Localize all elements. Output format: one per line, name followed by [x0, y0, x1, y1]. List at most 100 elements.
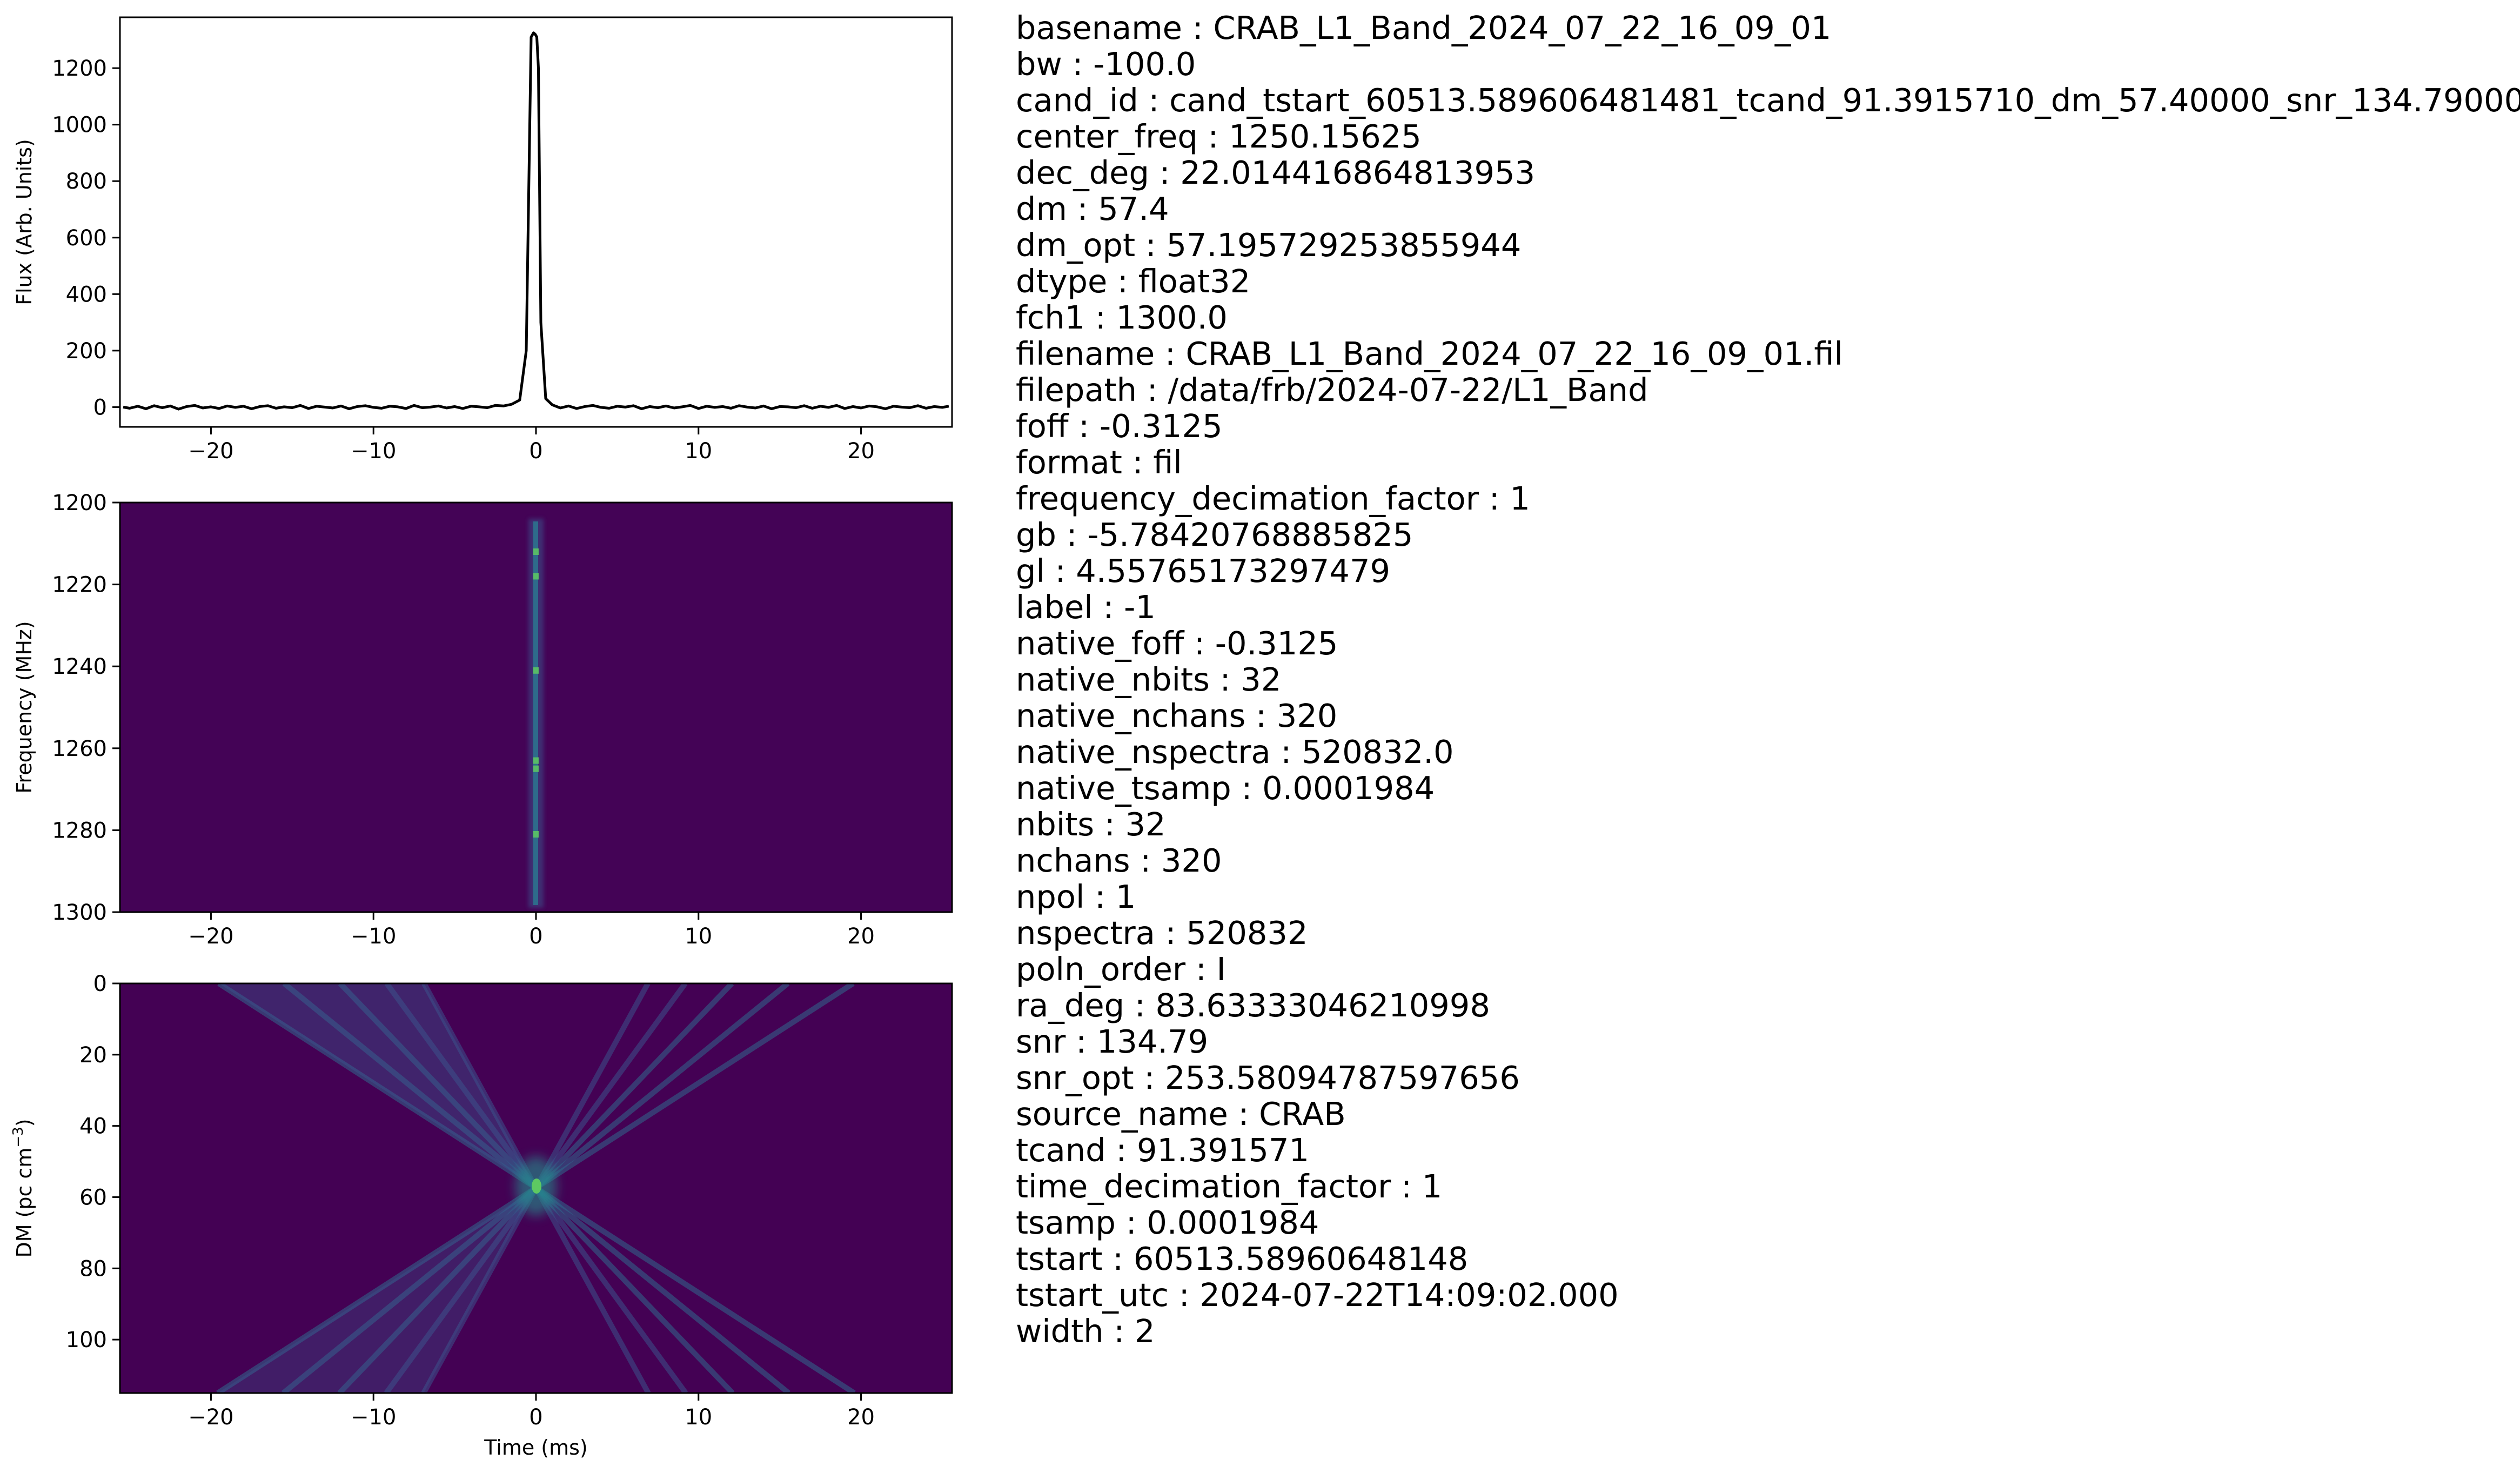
meta-line: tsamp : 0.0001984: [1016, 1204, 1319, 1241]
y-tick-label: 1280: [52, 818, 107, 843]
y-tick-label: 1200: [52, 56, 107, 81]
x-tick-label: −20: [188, 924, 233, 949]
waterfall-hotspot: [533, 548, 539, 555]
meta-line: native_foff : -0.3125: [1016, 625, 1338, 662]
meta-line: native_nbits : 32: [1016, 661, 1282, 698]
y-tick-label: 400: [66, 282, 107, 307]
x-tick-label: 0: [529, 1405, 542, 1430]
candidate-metadata: basename : CRAB_L1_Band_2024_07_22_16_09…: [1016, 9, 2520, 1350]
waterfall-hotspots: [533, 548, 539, 838]
y-tick-label: 600: [66, 226, 107, 251]
meta-line: dm_opt : 57.195729253855944: [1016, 226, 1522, 264]
x-tick-label: 20: [847, 924, 875, 949]
profile-series-line: [123, 31, 949, 411]
waterfall-hotspot: [533, 667, 539, 674]
x-tick-label: 10: [685, 1405, 712, 1430]
meta-line: format : fil: [1016, 444, 1182, 481]
waterfall-signal: [120, 503, 952, 912]
y-tick-label: 80: [79, 1256, 107, 1281]
meta-line: dm : 57.4: [1016, 190, 1169, 227]
x-tick-label: −10: [351, 439, 396, 464]
y-tick-label: 0: [93, 972, 107, 996]
y-tick-label: 20: [79, 1043, 107, 1068]
y-tick-label: 1220: [52, 573, 107, 598]
meta-line: cand_id : cand_tstart_60513.589606481481…: [1016, 82, 2520, 119]
meta-line: dec_deg : 22.014416864813953: [1016, 154, 1536, 191]
candidate-figure: −20 −10 0 10 20 0 200 400 600 800 1000 1200 Flux (…: [0, 0, 962, 1471]
meta-line: snr : 134.79: [1016, 1023, 1209, 1060]
x-tick-label: −10: [351, 924, 396, 949]
meta-line: label : -1: [1016, 588, 1156, 626]
waterfall-y-ticks: 1200 1220 1240 1260 1280 1300: [52, 491, 120, 925]
meta-line: basename : CRAB_L1_Band_2024_07_22_16_09…: [1016, 9, 1832, 46]
meta-line: poln_order : I: [1016, 950, 1226, 988]
x-tick-label: −20: [188, 439, 233, 464]
dmtime-y-axis-label-close: ): [12, 1119, 36, 1127]
y-tick-label: 1200: [52, 491, 107, 515]
meta-line: filename : CRAB_L1_Band_2024_07_22_16_09…: [1016, 335, 1843, 372]
bowtie-upper-fan-faint: [218, 983, 536, 1188]
waterfall-hotspot: [533, 831, 539, 838]
meta-line: foff : -0.3125: [1016, 407, 1223, 445]
meta-line: nspectra : 520832: [1016, 914, 1308, 952]
dmtime-y-axis-label-sup: −3: [10, 1127, 26, 1147]
dmtime-x-ticks: −20 −10 0 10 20: [188, 1393, 875, 1430]
profile-plot-area: [119, 16, 953, 428]
y-tick-label: 1240: [52, 654, 107, 679]
bowtie-upper-fan: [218, 983, 536, 1188]
waterfall-x-ticks: −20 −10 0 10 20: [188, 912, 875, 949]
dmtime-bowtie: [216, 983, 856, 1393]
x-tick-label: 0: [529, 439, 542, 464]
x-tick-label: 20: [847, 1405, 875, 1430]
x-tick-label: 20: [847, 439, 875, 464]
waterfall-y-axis-label: Frequency (MHz): [12, 621, 36, 793]
waterfall-hotspot: [533, 765, 539, 772]
meta-line: npol : 1: [1016, 878, 1136, 915]
y-tick-label: 1260: [52, 736, 107, 761]
meta-line: tcand : 91.391571: [1016, 1131, 1310, 1169]
y-tick-label: 1000: [52, 113, 107, 138]
dmtime-x-axis-label: Time (ms): [484, 1436, 588, 1459]
meta-line: filepath : /data/frb/2024-07-22/L1_Band: [1016, 371, 1648, 409]
meta-line: gb : -5.78420768885825: [1016, 516, 1413, 553]
dmtime-y-axis-label-text: DM (pc cm: [12, 1148, 36, 1258]
meta-line: width : 2: [1016, 1313, 1155, 1350]
pulse-profile-panel: −20 −10 0 10 20 0 200 400 600 800 1000 1200 Flux (…: [12, 16, 953, 464]
meta-line: source_name : CRAB: [1016, 1095, 1346, 1133]
x-tick-label: 10: [685, 439, 712, 464]
meta-line: gl : 4.55765173297479: [1016, 552, 1391, 590]
y-tick-label: 800: [66, 169, 107, 194]
meta-line: frequency_decimation_factor : 1: [1016, 480, 1530, 517]
profile-x-ticks: −20 −10 0 10 20: [188, 427, 875, 464]
y-tick-label: 0: [93, 395, 107, 420]
x-tick-label: −10: [351, 1405, 396, 1430]
profile-y-ticks: 0 200 400 600 800 1000 1200: [52, 56, 120, 420]
frequency-waterfall-panel: −20 −10 0 10 20 1200 1220 1240 1260 1280 1300 Fre…: [12, 491, 953, 949]
meta-line: center_freq : 1250.15625: [1016, 118, 1422, 155]
meta-line: nbits : 32: [1016, 806, 1166, 843]
meta-line: ra_deg : 83.63333046210998: [1016, 987, 1490, 1024]
meta-line: tstart_utc : 2024-07-22T14:09:02.000: [1016, 1276, 1619, 1314]
x-tick-label: 10: [685, 924, 712, 949]
dmtime-y-ticks: 0 20 40 60 80 100: [66, 972, 120, 1353]
meta-line: time_decimation_factor : 1: [1016, 1168, 1443, 1205]
dmtime-peak: [532, 1179, 541, 1194]
bowtie-lower-fan: [217, 1188, 536, 1393]
y-tick-label: 200: [66, 339, 107, 364]
waterfall-hotspot: [533, 573, 539, 580]
x-tick-label: −20: [188, 1405, 233, 1430]
y-tick-label: 100: [66, 1328, 107, 1353]
waterfall-burst-core: [533, 521, 538, 905]
meta-line: tstart : 60513.58960648148: [1016, 1240, 1469, 1277]
waterfall-hotspot: [533, 757, 539, 764]
dm-time-panel: −20 −10 0 10 20 0 20 40 60 80 100 DM (pc cm−3) Ti…: [10, 972, 953, 1459]
meta-line: dtype : float32: [1016, 263, 1251, 300]
meta-line: fch1 : 1300.0: [1016, 299, 1228, 336]
meta-line: native_nspectra : 520832.0: [1016, 733, 1454, 771]
profile-y-axis-label: Flux (Arb. Units): [12, 139, 36, 305]
y-tick-label: 40: [79, 1114, 107, 1139]
dmtime-y-axis-label: DM (pc cm−3): [10, 1119, 36, 1257]
y-tick-label: 60: [79, 1185, 107, 1210]
x-tick-label: 0: [529, 924, 542, 949]
